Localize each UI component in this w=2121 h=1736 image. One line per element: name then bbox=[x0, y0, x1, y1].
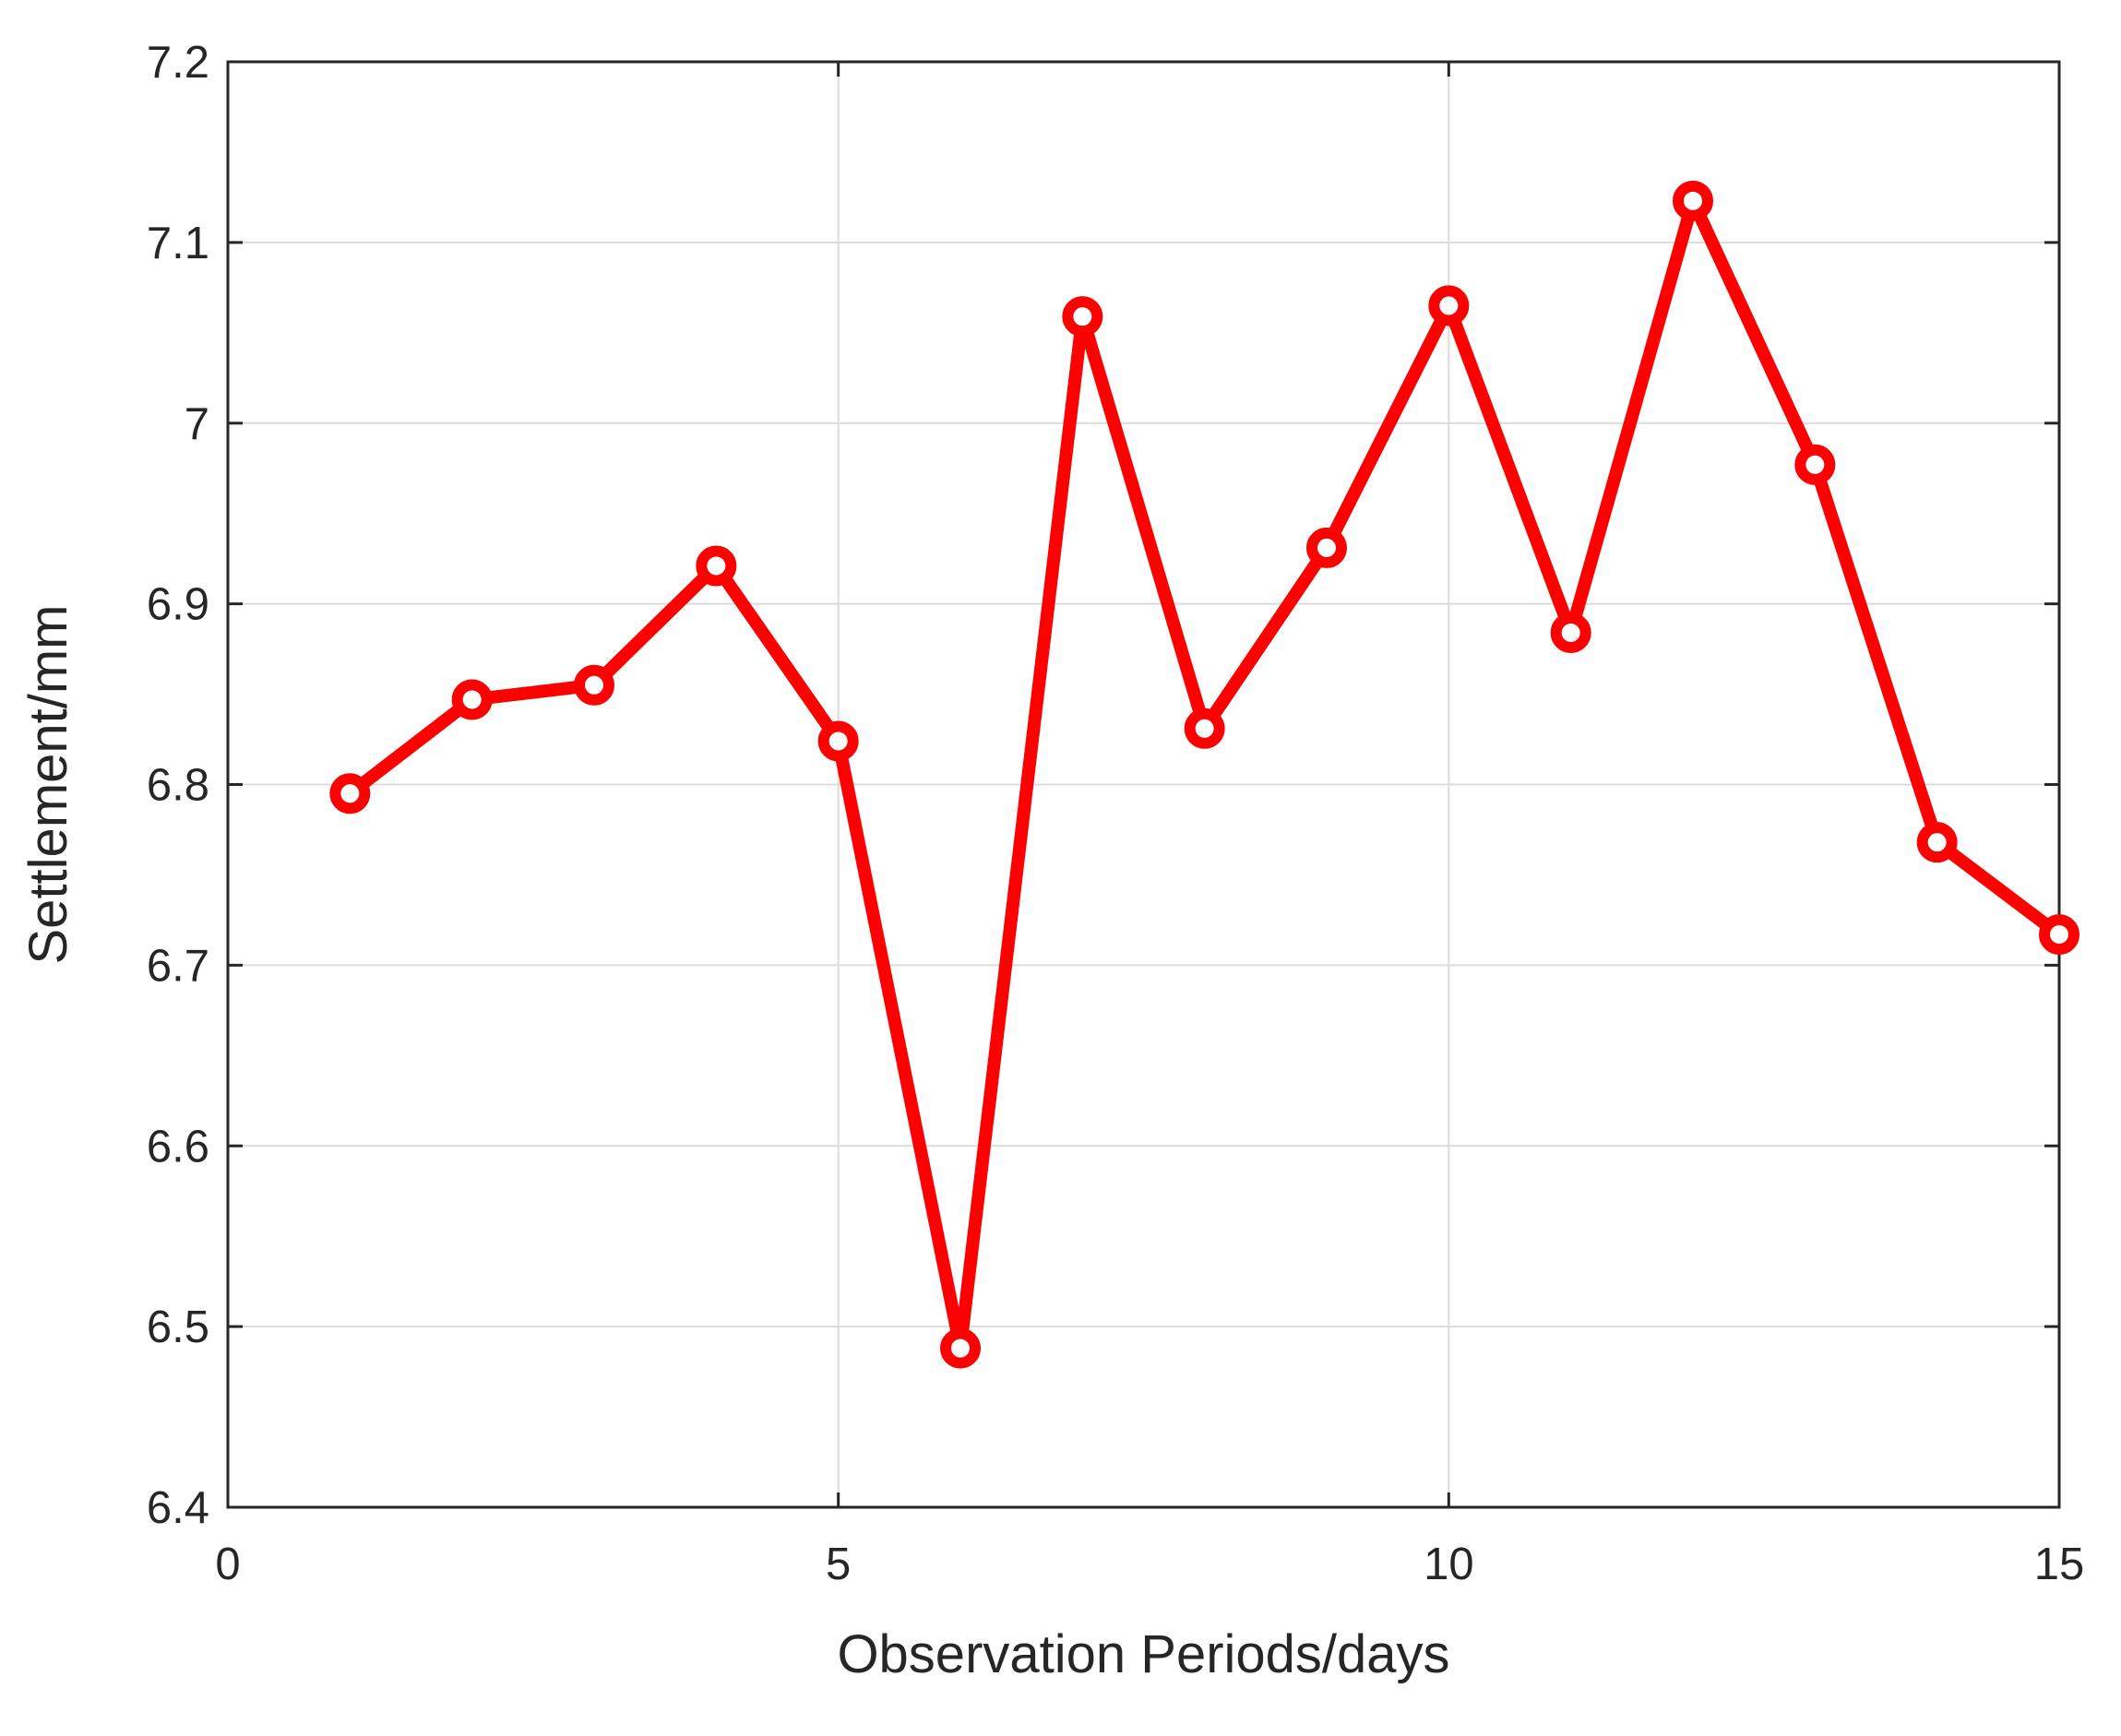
y-tick-label: 6.8 bbox=[147, 761, 209, 811]
x-tick-label: 15 bbox=[2034, 1540, 2085, 1589]
data-point bbox=[1306, 527, 1347, 568]
y-tick-label: 7 bbox=[185, 399, 209, 449]
data-point bbox=[817, 720, 859, 762]
data-point bbox=[329, 773, 371, 814]
x-tick-label: 5 bbox=[826, 1540, 851, 1589]
y-tick-label: 6.4 bbox=[147, 1483, 209, 1533]
y-tick-label: 6.9 bbox=[147, 580, 209, 630]
data-point bbox=[451, 679, 493, 720]
data-point bbox=[1062, 296, 1103, 338]
series-line bbox=[346, 182, 2064, 1350]
y-tick-label: 7.2 bbox=[147, 38, 209, 88]
x-axis-title: Observation Periods/days bbox=[837, 1624, 1449, 1684]
tick-labels: 0 5 10 15 6.4 6.5 6.6 6.7 6.8 6.9 7 7.1 7.2 bbox=[147, 38, 2084, 1589]
data-point bbox=[1916, 822, 1958, 863]
data-point bbox=[940, 1327, 981, 1369]
data-point bbox=[2039, 914, 2079, 956]
data-point bbox=[696, 545, 737, 587]
x-tick-label: 10 bbox=[1424, 1540, 1474, 1589]
tick-marks bbox=[226, 60, 2061, 1509]
y-tick-label: 6.7 bbox=[147, 941, 209, 991]
data-point bbox=[1184, 707, 1225, 749]
grid-lines bbox=[227, 61, 2060, 1508]
data-point bbox=[574, 664, 614, 706]
x-tick-label: 0 bbox=[215, 1540, 240, 1589]
y-tick-label: 6.5 bbox=[147, 1302, 209, 1352]
data-point bbox=[1550, 612, 1591, 653]
series-layer bbox=[329, 180, 2079, 1369]
data-point bbox=[1428, 285, 1470, 327]
data-point bbox=[1794, 444, 1836, 485]
y-axis-title: Settlement/mm bbox=[18, 605, 78, 965]
y-tick-label: 7.1 bbox=[147, 219, 209, 268]
data-point bbox=[1673, 180, 1713, 221]
y-tick-label: 6.6 bbox=[147, 1122, 209, 1171]
